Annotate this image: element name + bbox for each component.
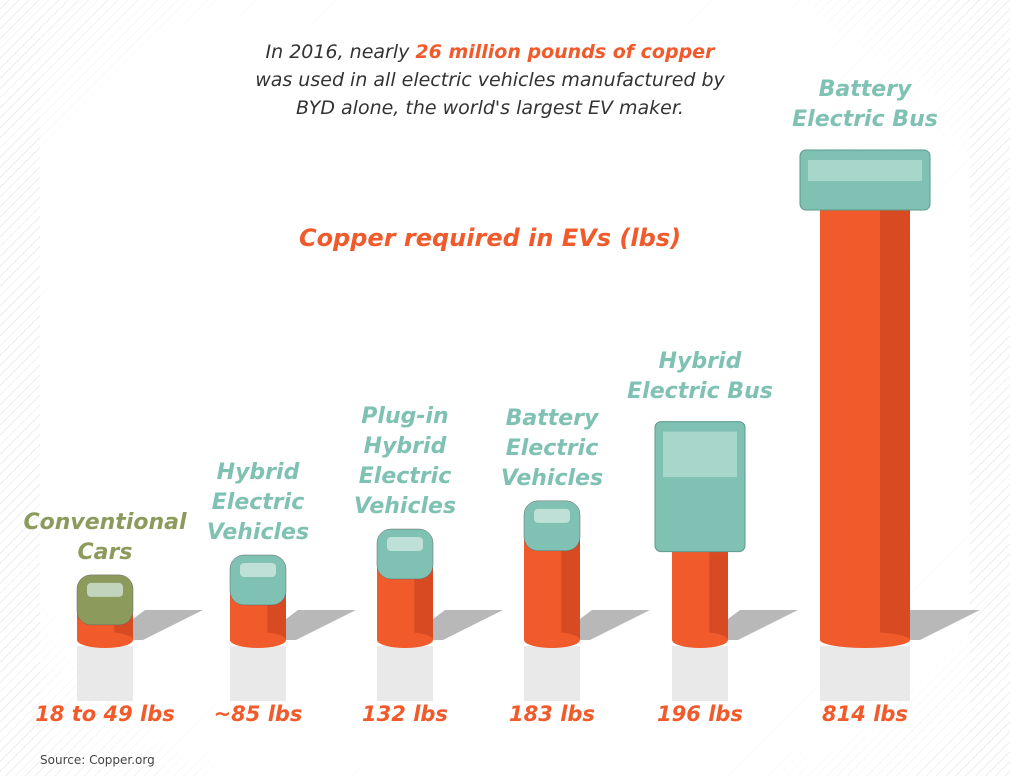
reflection	[524, 646, 580, 701]
reflection	[230, 646, 286, 701]
bar-base	[77, 632, 133, 648]
bar-side	[561, 538, 580, 640]
car-icon	[523, 500, 581, 552]
category-label: Battery Electric Bus	[792, 77, 938, 132]
bus-window	[808, 160, 922, 181]
bar-base	[230, 632, 286, 648]
car-icon	[229, 554, 287, 606]
car-icon	[376, 528, 434, 580]
intro-text: In 2016, nearly 26 million pounds of cop…	[250, 38, 730, 122]
bar-side	[709, 531, 728, 640]
background-fade	[40, 0, 970, 776]
bus-window	[663, 431, 737, 478]
car-window	[534, 508, 570, 523]
category-label: Hybrid Electric Vehicles	[206, 460, 310, 545]
category-label: Hybrid Electric Bus	[627, 348, 773, 404]
bar-base	[377, 632, 433, 648]
category-label: Battery Electric Vehicles	[500, 405, 604, 491]
intro-after: was used in all electric vehicles manufa…	[255, 69, 725, 119]
value-label: 814 lbs	[822, 702, 908, 726]
chart-title: Copper required in EVs (lbs)	[298, 224, 682, 252]
car-icon	[76, 574, 134, 626]
bar-side	[880, 190, 910, 640]
bar-base	[820, 632, 910, 648]
bar-base	[524, 632, 580, 648]
reflection	[377, 646, 433, 701]
car-window	[87, 582, 123, 597]
bar-base	[672, 632, 728, 648]
value-label: 183 lbs	[509, 702, 595, 726]
reflection	[77, 646, 133, 701]
intro-highlight: 26 million pounds of copper	[415, 41, 715, 63]
value-label: 18 to 49 lbs	[35, 702, 175, 726]
reflection	[672, 646, 728, 701]
value-label: ~85 lbs	[213, 702, 303, 726]
source: Source: Copper.org	[40, 753, 155, 767]
category-label: Conventional Cars	[23, 509, 187, 565]
intro-before: In 2016, nearly	[265, 41, 410, 63]
car-window	[387, 537, 423, 552]
reflection	[820, 646, 910, 701]
car-window	[240, 563, 276, 578]
value-label: 196 lbs	[657, 702, 743, 726]
category-label: Plug-in Hybrid Electric Vehicles	[353, 404, 457, 520]
value-label: 132 lbs	[362, 702, 448, 726]
bar-side	[414, 567, 433, 640]
